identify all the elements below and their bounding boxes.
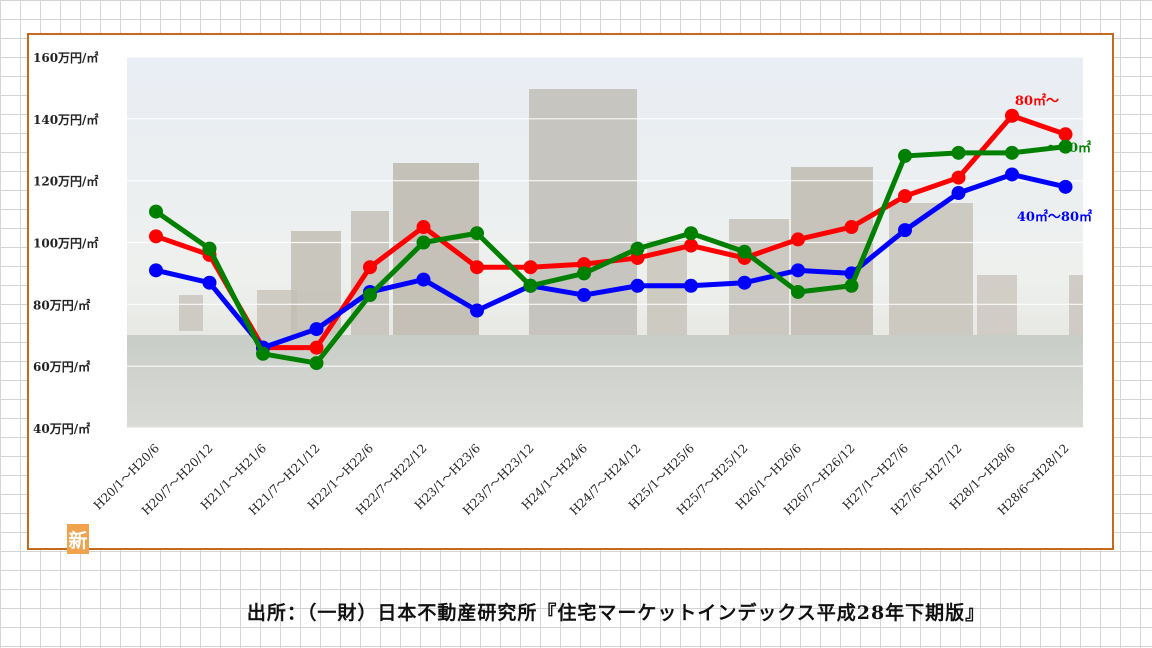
data-point <box>898 223 912 238</box>
data-point <box>737 275 752 290</box>
line-chart: 40万円/㎡ 60万円/㎡ 80万円/㎡ 100万円/㎡ 120万円/㎡ 140万円/㎡ 1… <box>33 50 1092 518</box>
data-point <box>1058 127 1073 142</box>
data-point <box>1005 145 1019 160</box>
data-point <box>149 229 163 244</box>
data-point <box>844 220 859 235</box>
data-point <box>577 266 591 281</box>
series-lines <box>149 108 1073 371</box>
data-point <box>470 303 484 318</box>
data-point <box>1058 139 1073 154</box>
data-point <box>684 278 698 293</box>
data-point <box>791 263 805 278</box>
data-point <box>684 238 698 253</box>
data-point <box>737 244 752 259</box>
photo-building <box>791 167 873 335</box>
series-line <box>154 144 1066 366</box>
source-caption: 出所：（一財）日本不動産研究所『住宅マーケットインデックス平成28年下期版』 <box>246 602 986 624</box>
x-axis-tick-labels: H20/1～H20/6H20/7～H20/12H21/1～H21/6H21/7～… <box>91 441 1072 518</box>
data-point <box>149 204 163 219</box>
grid-lines <box>127 56 1083 429</box>
data-point <box>416 272 431 287</box>
series-labels: 80㎡～ 40㎡～80㎡ ～40㎡ <box>1015 93 1092 225</box>
chart-frame: 40万円/㎡ 60万円/㎡ 80万円/㎡ 100万円/㎡ 120万円/㎡ 140万円/㎡ 1… <box>27 33 1114 554</box>
data-point <box>630 278 645 293</box>
data-point <box>309 340 324 355</box>
data-point <box>898 148 912 163</box>
data-point <box>309 322 324 337</box>
series-label: ～40㎡ <box>1047 140 1091 156</box>
photo-building <box>257 290 297 335</box>
data-point <box>363 260 377 275</box>
data-point <box>1058 179 1073 194</box>
photo-building <box>1069 275 1083 335</box>
data-point <box>951 170 966 185</box>
data-point <box>416 220 431 235</box>
data-point <box>951 145 966 160</box>
data-point <box>1005 108 1019 123</box>
data-point <box>309 356 324 371</box>
photo-water <box>127 335 1083 428</box>
y-axis-tick-labels: 40万円/㎡ 60万円/㎡ 80万円/㎡ 100万円/㎡ 120万円/㎡ 140万円/㎡ 1… <box>33 50 98 436</box>
series-label: 80㎡～ <box>1015 93 1059 109</box>
data-point <box>202 241 217 256</box>
y-tick-label: 100万円/㎡ <box>33 236 98 251</box>
y-tick-label: 120万円/㎡ <box>33 174 98 189</box>
data-point <box>791 232 805 247</box>
photo-building <box>179 295 203 331</box>
data-point <box>577 288 591 303</box>
data-point <box>844 278 859 293</box>
series-label: 40㎡～80㎡ <box>1017 209 1092 225</box>
photo-building <box>889 203 973 335</box>
new-badge: 新 <box>67 524 89 554</box>
data-point <box>684 226 698 241</box>
data-point <box>951 186 966 201</box>
y-tick-label: 80万円/㎡ <box>33 297 90 312</box>
data-point <box>630 241 645 256</box>
data-point <box>898 189 912 204</box>
data-point <box>470 226 484 241</box>
series-line <box>155 171 1067 351</box>
data-point <box>523 260 538 275</box>
y-tick-label: 40万円/㎡ <box>33 421 90 436</box>
data-point <box>1005 167 1019 182</box>
photo-building <box>977 275 1017 335</box>
photo-building <box>393 163 479 335</box>
data-point <box>416 235 431 250</box>
data-point <box>791 284 805 299</box>
data-point <box>202 275 217 290</box>
y-tick-label: 160万円/㎡ <box>33 50 98 65</box>
data-point <box>363 288 377 303</box>
data-point <box>256 346 270 361</box>
y-tick-label: 60万円/㎡ <box>33 359 90 374</box>
data-point <box>523 278 538 293</box>
y-tick-label: 140万円/㎡ <box>33 112 98 127</box>
data-point <box>470 260 484 275</box>
data-point <box>149 263 163 278</box>
